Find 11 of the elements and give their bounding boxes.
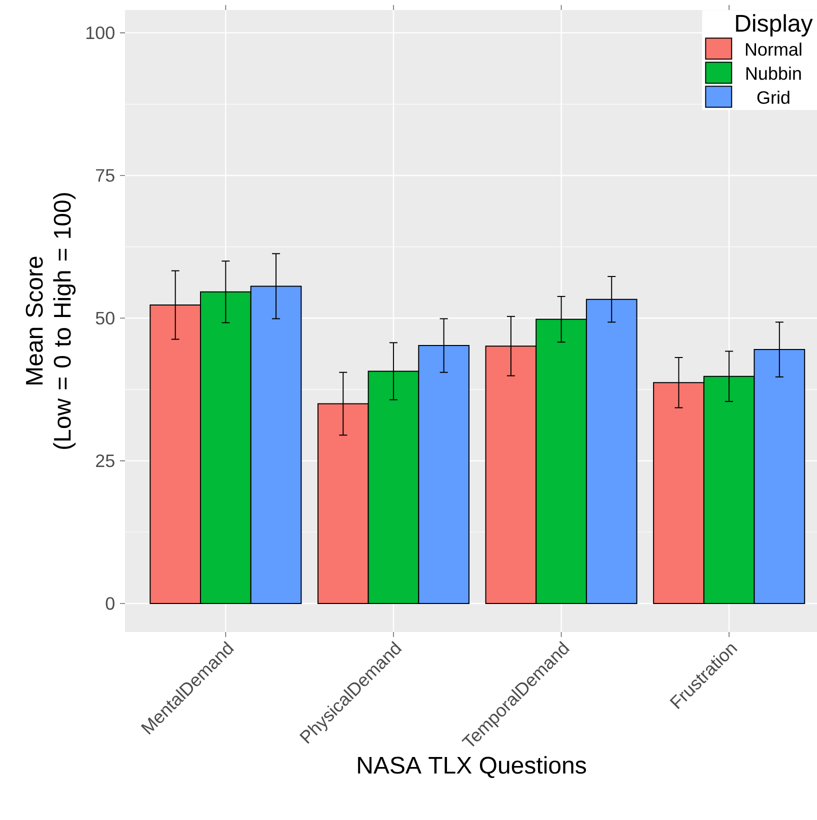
legend-title: Display [736, 14, 813, 37]
y-tick-label: 100 [86, 26, 114, 40]
y-axis-title: Mean Score (Low = 0 to High = 100) [26, 193, 76, 449]
x-axis-title: NASA TLX Questions [358, 756, 586, 778]
legend-label: Nubbin [746, 66, 801, 80]
y-tick-label: 0 [106, 597, 114, 610]
y-tick-label: 75 [96, 169, 114, 182]
legend-label: Grid [757, 90, 790, 104]
legend-label: Normal [746, 42, 802, 56]
y-tick-label: 50 [96, 312, 114, 325]
y-tick-label: 25 [96, 454, 114, 468]
